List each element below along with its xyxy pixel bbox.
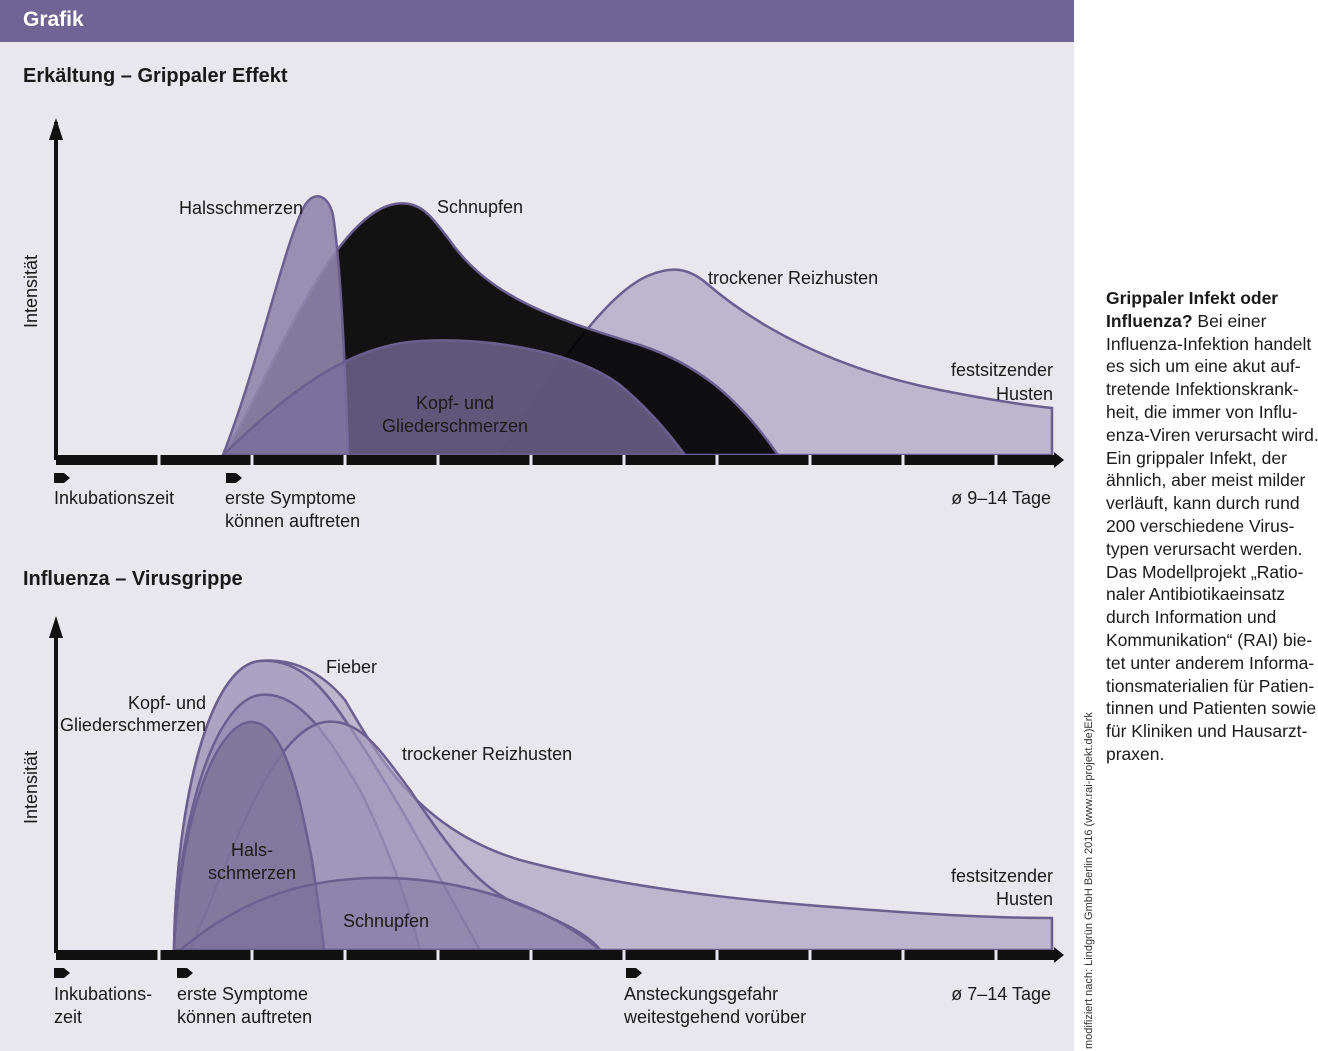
panel2-y-arrow: [49, 616, 63, 638]
panel1-title: Erkältung – Grippaler Effekt: [23, 65, 288, 87]
curve-schnupfen-2: [176, 876, 604, 952]
label-hals-1: Hals-: [231, 840, 273, 860]
label-kopf-2-2: Gliederschmerzen: [60, 715, 206, 735]
panel1-symptoms-2: können auftreten: [225, 511, 360, 531]
label-husten-2-2: Husten: [996, 889, 1053, 909]
panel2-marker-symptoms: [177, 968, 193, 978]
panel2-contagion-1: Ansteckungsgefahr: [624, 984, 778, 1004]
sidebar-line: tinnen und Patienten sowie: [1106, 698, 1317, 719]
sidebar-text: Grippaler Infekt oder Influenza? Bei ein…: [1106, 287, 1318, 766]
sidebar-line: ähnlich, aber meist milder: [1106, 470, 1306, 491]
panel1-y-arrow: [49, 118, 63, 140]
panel2-inkubation-1: Inkubations-: [54, 984, 152, 1004]
label-fieber: Fieber: [326, 657, 377, 677]
label-reizhusten-2: trockener Reizhusten: [402, 744, 572, 764]
sidebar-heading-1: Grippaler Infekt oder: [1106, 288, 1279, 308]
label-halsschmerzen: Halsschmerzen: [179, 198, 303, 218]
panel1-timeline: [56, 452, 1064, 468]
panel2-duration: ø 7–14 Tage: [951, 984, 1051, 1004]
panel2-y-label: Intensität: [21, 751, 41, 824]
label-schnupfen: Schnupfen: [437, 197, 523, 217]
header-bar: Grafik: [0, 0, 1074, 42]
panel2-inkubation-2: zeit: [54, 1007, 82, 1027]
label-kopf-2: Gliederschmerzen: [382, 416, 528, 436]
source-credit: modifiziert nach: Lindgrün GmbH Berlin 2…: [1083, 712, 1095, 1049]
panel1-marker-symptoms: [226, 473, 242, 483]
curve-halsschmerzen-2: [172, 720, 326, 952]
sidebar-line: enza-Viren verursacht wird.: [1106, 424, 1318, 445]
label-schnupfen-2: Schnupfen: [343, 911, 429, 931]
label-kopf-2-1: Kopf- und: [128, 693, 206, 713]
sidebar-line: 200 verschiedene Virus-: [1106, 515, 1295, 536]
sidebar-line: für Kliniken und Hausarzt-: [1106, 721, 1308, 742]
label-husten-1: festsitzender: [951, 360, 1053, 380]
label-kopf-1: Kopf- und: [416, 393, 494, 413]
panel1-duration: ø 9–14 Tage: [951, 488, 1051, 508]
panel2-contagion-2: weitestgehend vorüber: [623, 1007, 806, 1027]
panel2-symptoms-2: können auftreten: [177, 1007, 312, 1027]
sidebar-line: es sich um eine akut auf-: [1106, 356, 1301, 377]
label-husten-2: Husten: [996, 384, 1053, 404]
diagram: Erkältung – Grippaler Effekt Intensität …: [21, 65, 1064, 1027]
sidebar-line: naler Antibiotikaeinsatz: [1106, 584, 1285, 605]
sidebar-line: durch Information und: [1106, 607, 1277, 628]
panel2-symptoms-1: erste Symptome: [177, 984, 308, 1004]
panel1-inkubation: Inkubationszeit: [54, 488, 174, 508]
sidebar-line: typen verursacht werden.: [1106, 538, 1303, 559]
sidebar-line: Influenza-Infektion handelt: [1106, 333, 1312, 354]
label-reizhusten: trockener Reizhusten: [708, 268, 878, 288]
sidebar-heading-2: Influenza? Bei einer: [1106, 310, 1267, 331]
sidebar-line: praxen.: [1106, 743, 1165, 764]
sidebar-line: heit, die immer von Influ-: [1106, 401, 1298, 422]
header-title: Grafik: [23, 8, 84, 31]
panel1-y-label: Intensität: [21, 255, 41, 328]
panel2-marker-start: [54, 968, 70, 978]
panel2-title: Influenza – Virusgrippe: [23, 568, 243, 590]
sidebar-line: verläuft, kann durch rund: [1106, 493, 1300, 514]
sidebar-line: tionsmaterialien für Patien-: [1106, 675, 1315, 696]
sidebar-line: Kommunikation“ (RAI) bie-: [1106, 629, 1313, 650]
panel1-symptoms-1: erste Symptome: [225, 488, 356, 508]
panel2-marker-contagion: [626, 968, 642, 978]
sidebar-line: tet unter anderem Informa-: [1106, 652, 1315, 673]
panel1-marker-start: [54, 473, 70, 483]
sidebar-line: tretende Infektionskrank-: [1106, 379, 1299, 400]
label-husten-2-1: festsitzender: [951, 866, 1053, 886]
label-hals-2: schmerzen: [208, 863, 296, 883]
curve-kopf-gliederschmerzen: [219, 339, 688, 457]
panel2-timeline: [56, 947, 1064, 963]
sidebar-line: Ein grippaler Infekt, der: [1106, 447, 1287, 468]
sidebar-line: Das Modellprojekt „Ratio-: [1106, 561, 1304, 582]
